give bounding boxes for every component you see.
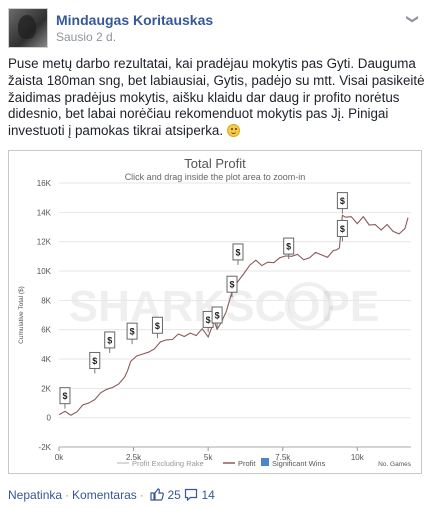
significant-win-marker xyxy=(211,306,223,324)
profit-chart[interactable]: Total Profit Click and drag inside the pl… xyxy=(8,150,422,474)
significant-win-label: $ xyxy=(340,196,345,206)
post-timestamp[interactable]: Sausio 2 d. xyxy=(56,30,117,44)
x-tick-label: 0k xyxy=(55,453,64,462)
y-tick-label: 2K xyxy=(41,384,51,393)
x-tick-label: 2.5k xyxy=(126,453,142,462)
significant-win-marker xyxy=(283,237,295,255)
y-tick-label: -2K xyxy=(39,443,52,452)
significant-win-marker xyxy=(336,219,348,237)
significant-win-label: $ xyxy=(286,242,291,252)
significant-win-marker xyxy=(59,387,71,405)
chevron-down-icon[interactable]: ❯ xyxy=(405,13,420,25)
significant-win-label: $ xyxy=(155,321,160,331)
comment-icon[interactable] xyxy=(184,488,198,504)
significant-win-marker xyxy=(336,192,348,210)
y-tick-label: 6K xyxy=(41,326,51,335)
significant-win-label: $ xyxy=(235,247,240,257)
x-tick-label: 7.5k xyxy=(275,453,291,462)
comments-count[interactable]: 14 xyxy=(201,488,215,502)
significant-win-marker xyxy=(126,322,138,340)
significant-win-marker xyxy=(232,243,244,261)
y-tick-label: 12K xyxy=(37,238,52,247)
separator-dot: · xyxy=(139,488,144,502)
watermark-crosshair xyxy=(285,282,333,330)
legend-label-significant-wins: Significant Wins xyxy=(272,459,326,468)
chart-watermark: SHARKSCOPE xyxy=(69,282,380,331)
y-tick-label: 8K xyxy=(41,296,51,305)
significant-win-marker xyxy=(104,331,116,349)
significant-win-label: $ xyxy=(340,224,345,234)
x-tick-label: 5k xyxy=(204,453,213,462)
post-text: Puse metų darbo rezultatai, kai pradėjau… xyxy=(8,56,426,140)
x-axis-label: No. Games xyxy=(378,461,412,468)
significant-win-marker xyxy=(151,316,163,334)
y-tick-label: 10K xyxy=(37,267,52,276)
significant-win-label: $ xyxy=(230,280,235,290)
y-tick-label: 16K xyxy=(37,179,52,188)
author-name[interactable]: Mindaugas Koritauskas xyxy=(56,12,214,28)
like-icon[interactable] xyxy=(150,488,165,504)
y-tick-label: 14K xyxy=(37,208,52,217)
significant-win-label: $ xyxy=(62,391,67,401)
significant-win-marker xyxy=(89,351,101,369)
unlike-link[interactable]: Nepatinka xyxy=(8,488,63,502)
significant-win-label: $ xyxy=(107,335,112,345)
legend-label-profit: Profit xyxy=(238,459,256,468)
avatar[interactable] xyxy=(8,8,48,48)
separator-dot: · xyxy=(65,488,70,502)
y-tick-label: 4K xyxy=(41,355,51,364)
legend-swatch-significant-wins xyxy=(261,458,269,466)
comment-link[interactable]: Komentaras xyxy=(72,488,137,502)
chart-subtitle: Click and drag inside the plot area to z… xyxy=(125,172,306,182)
significant-win-marker xyxy=(226,275,238,293)
x-tick-label: 10k xyxy=(351,453,365,462)
y-axis-label: Cumulative Total ($) xyxy=(18,286,25,344)
post-body: Puse metų darbo rezultatai, kai pradėjau… xyxy=(8,56,425,139)
smile-emoji-icon xyxy=(226,124,240,138)
significant-win-label: $ xyxy=(130,327,135,337)
significant-win-label: $ xyxy=(206,315,211,325)
y-tick-label: 0 xyxy=(47,414,52,423)
legend-label-excluding-rake: Profit Excluding Rake xyxy=(132,459,204,468)
likes-count[interactable]: 25 xyxy=(167,488,181,502)
significant-win-label: $ xyxy=(215,311,220,321)
post-header: Mindaugas Koritauskas Sausio 2 d. ❯ xyxy=(8,8,422,48)
chart-title: Total Profit xyxy=(184,156,246,171)
post-footer: Nepatinka · Komentaras · 25 14 xyxy=(8,488,422,504)
significant-win-label: $ xyxy=(92,356,97,366)
